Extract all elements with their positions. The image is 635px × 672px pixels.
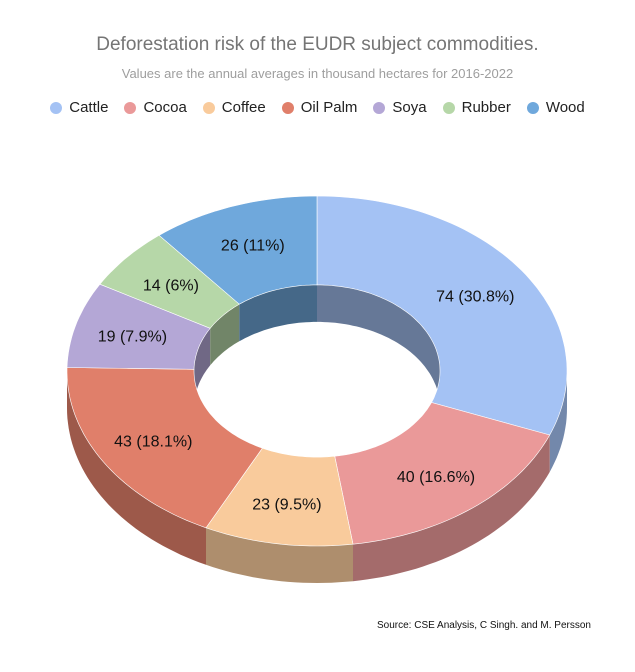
data-label: 40 (16.6%): [397, 469, 475, 486]
legend-label: Soya: [392, 99, 427, 116]
data-label: 19 (7.9%): [98, 328, 167, 345]
slice-outer-wall: [549, 371, 567, 472]
slice-outer-wall: [206, 527, 353, 583]
data-label: 43 (18.1%): [114, 434, 192, 451]
legend-swatch: [124, 101, 137, 114]
legend-swatch: [50, 101, 63, 114]
slice-inner-wall: [239, 284, 317, 342]
slice-inner-wall: [210, 304, 240, 366]
legend-label: Cocoa: [143, 99, 187, 116]
legend-item-oil-palm[interactable]: Oil Palm: [281, 99, 358, 116]
legend-item-coffee[interactable]: Coffee: [202, 99, 266, 116]
legend-swatch: [281, 101, 294, 114]
data-label: 23 (9.5%): [252, 496, 321, 513]
legend-swatch: [202, 101, 215, 114]
data-label: 14 (6%): [143, 277, 199, 294]
slice-outer-wall: [67, 371, 206, 565]
legend-item-wood[interactable]: Wood: [526, 99, 585, 116]
slice-outer-wall: [353, 435, 550, 582]
legend-item-cattle[interactable]: Cattle: [50, 99, 108, 116]
slice-inner-wall: [194, 328, 211, 407]
legend-swatch: [526, 101, 539, 114]
chart-subtitle: Values are the annual averages in thousa…: [121, 66, 514, 81]
slice-inner-wall: [317, 284, 440, 408]
data-label: 74 (30.8%): [436, 289, 514, 306]
legend-label: Oil Palm: [300, 99, 358, 116]
legend-label: Rubber: [461, 99, 511, 116]
chart-title: Deforestation risk of the EUDR subject c…: [96, 34, 539, 55]
legend-swatch: [442, 101, 455, 114]
legend-item-soya[interactable]: Soya: [373, 99, 427, 116]
legend-item-cocoa[interactable]: Cocoa: [124, 99, 187, 116]
legend: Cattle Cocoa Coffee Oil Palm Soya Rubber Wood: [0, 99, 635, 116]
slice-wood[interactable]: [158, 195, 318, 305]
source-note: Source: CSE Analysis, C Singh. and M. Pe…: [377, 620, 591, 631]
legend-label: Cattle: [69, 99, 109, 116]
legend-label: Wood: [545, 99, 585, 116]
legend-label: Coffee: [221, 99, 266, 116]
legend-item-rubber[interactable]: Rubber: [442, 99, 511, 116]
data-label: 26 (11%): [221, 238, 285, 255]
legend-swatch: [373, 101, 386, 114]
